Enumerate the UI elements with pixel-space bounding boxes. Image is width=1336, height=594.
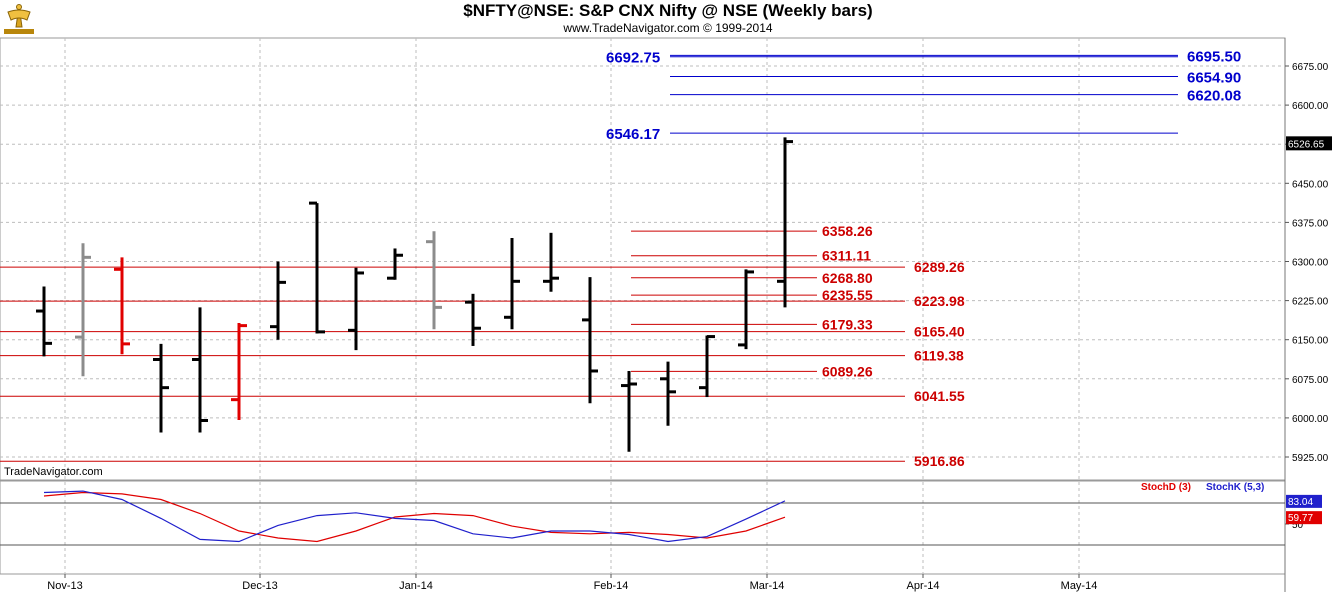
y-tick-label: 6300.00 bbox=[1292, 258, 1329, 269]
x-tick-label: Dec-13 bbox=[242, 580, 277, 592]
y-tick-label: 6675.00 bbox=[1292, 62, 1329, 73]
last-price-label: 6526.65 bbox=[1288, 139, 1325, 150]
y-tick-label: 6375.00 bbox=[1292, 218, 1329, 229]
fib-level-label: 6289.26 bbox=[914, 259, 965, 275]
y-tick-label: 5925.00 bbox=[1292, 453, 1329, 464]
fib-level-label: 6358.26 bbox=[822, 223, 873, 239]
fib-level-label: 6695.50 bbox=[1187, 48, 1241, 65]
y-tick-label: 6150.00 bbox=[1292, 336, 1329, 347]
fib-level-label: 6119.38 bbox=[914, 348, 964, 364]
chart-subtitle: www.TradeNavigator.com © 1999-2014 bbox=[563, 21, 773, 35]
trade-navigator-logo-icon bbox=[4, 4, 34, 34]
stoch-d-last-label: 59.77 bbox=[1288, 513, 1313, 524]
fib-level-label: 6235.55 bbox=[822, 287, 873, 303]
chart-header: $NFTY@NSE: S&P CNX Nifty @ NSE (Weekly b… bbox=[0, 0, 1336, 37]
chart-title: $NFTY@NSE: S&P CNX Nifty @ NSE (Weekly b… bbox=[463, 1, 873, 20]
fib-level-label: 6223.98 bbox=[914, 293, 965, 309]
last-price-box bbox=[1286, 136, 1332, 151]
y-tick-label: 6075.00 bbox=[1292, 375, 1329, 386]
stoch-k-last-box bbox=[1286, 494, 1322, 508]
stoch-d-last-box bbox=[1286, 511, 1322, 525]
x-tick-label: Apr-14 bbox=[906, 580, 939, 592]
y-tick-label: 6450.00 bbox=[1292, 179, 1329, 190]
stoch-k-last-label: 83.04 bbox=[1288, 497, 1313, 508]
fib-level-label: 6620.08 bbox=[1187, 88, 1241, 105]
fib-level-label: 6654.90 bbox=[1187, 69, 1241, 86]
fib-level-label: 5916.86 bbox=[914, 453, 965, 469]
y-tick-label: 6000.00 bbox=[1292, 414, 1329, 425]
stochastic-panel bbox=[0, 480, 1286, 575]
x-tick-label: Mar-14 bbox=[750, 580, 785, 592]
fib-level-label: 6311.11 bbox=[822, 248, 871, 264]
y-tick-label: 6600.00 bbox=[1292, 101, 1329, 112]
stochastic-y-tick-label: 50 bbox=[1292, 520, 1304, 531]
x-tick-label: Feb-14 bbox=[594, 580, 629, 592]
price-panel bbox=[0, 37, 1286, 481]
x-tick-label: Nov-13 bbox=[47, 580, 82, 592]
fib-level-label: 6692.75 bbox=[606, 50, 660, 67]
fib-level-label: 6546.17 bbox=[606, 126, 660, 143]
fib-level-label: 6041.55 bbox=[914, 388, 965, 404]
fib-level-label: 6179.33 bbox=[822, 316, 873, 332]
x-tick-label: Jan-14 bbox=[399, 580, 433, 592]
legend-stoch-d: StochD (3) bbox=[1141, 482, 1191, 493]
y-tick-label: 6225.00 bbox=[1292, 297, 1329, 308]
fib-level-label: 6089.26 bbox=[822, 363, 873, 379]
fib-level-label: 6165.40 bbox=[914, 324, 965, 340]
stochastic-series-line bbox=[43, 490, 786, 543]
x-tick-label: May-14 bbox=[1061, 580, 1098, 592]
stochastic-series-line bbox=[43, 491, 786, 543]
watermark-text: TradeNavigator.com bbox=[4, 466, 103, 478]
fib-level-label: 6268.80 bbox=[822, 270, 873, 286]
legend-stoch-k: StochK (5,3) bbox=[1206, 482, 1264, 493]
